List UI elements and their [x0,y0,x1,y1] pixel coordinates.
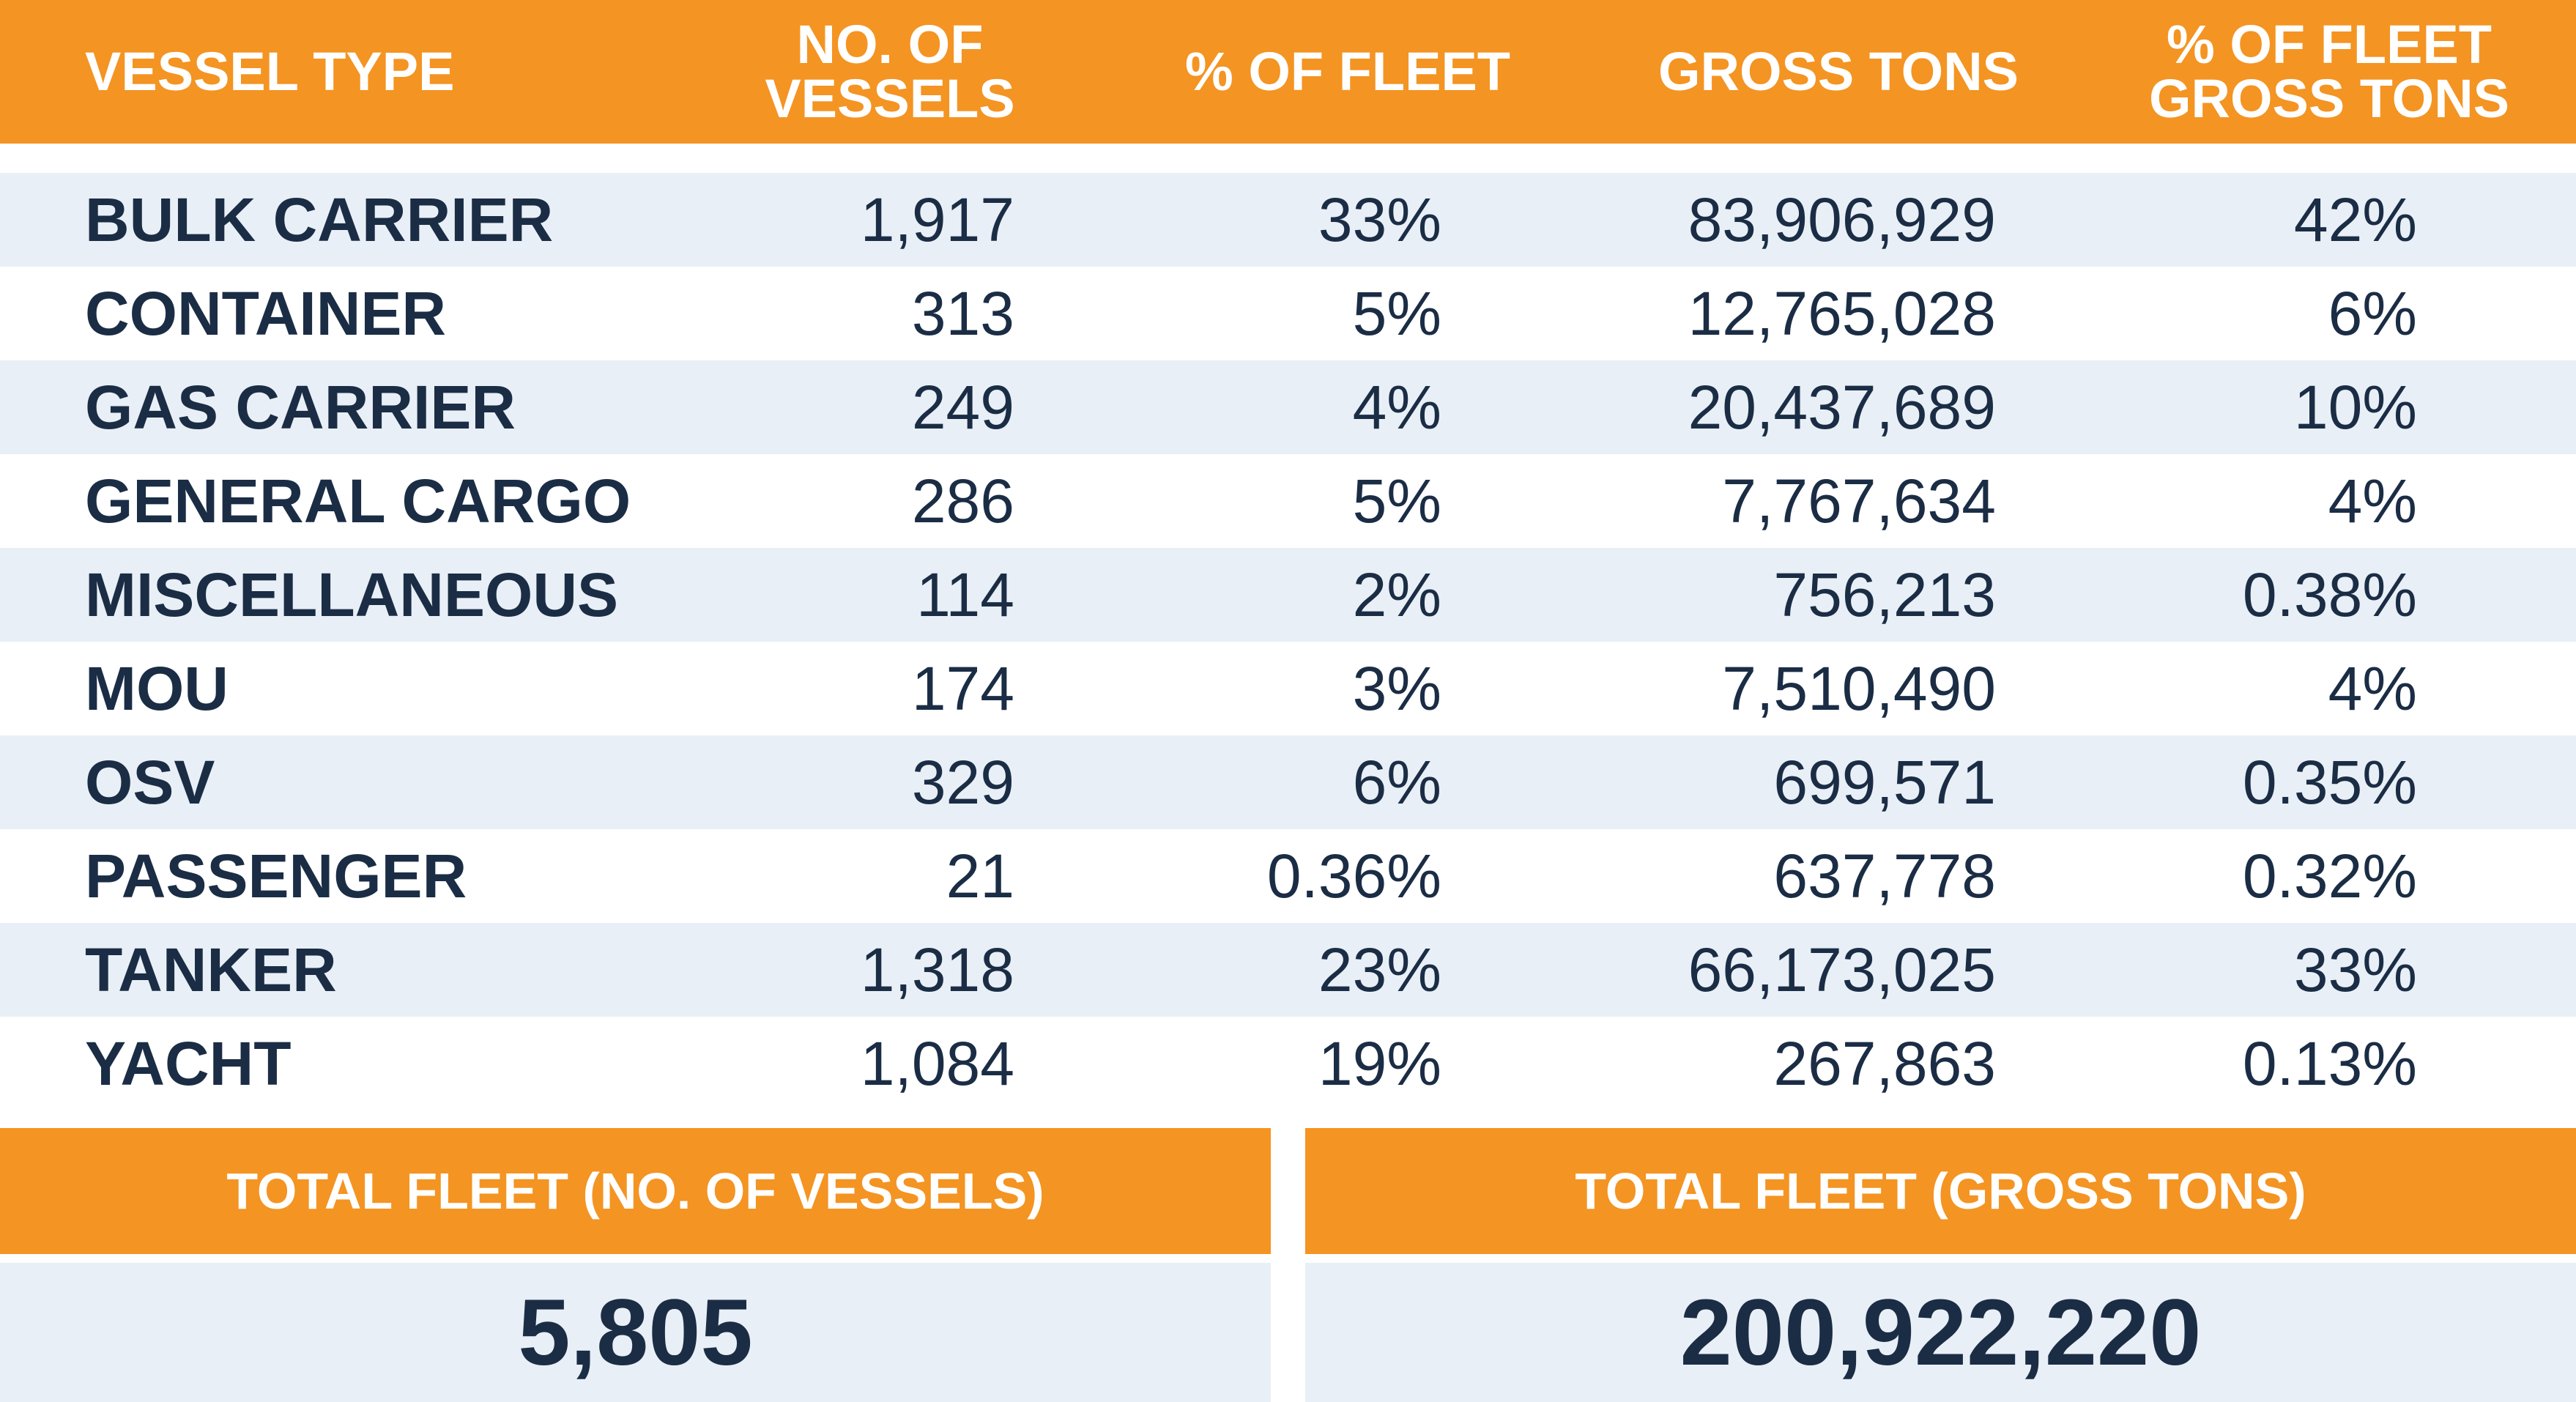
column-header-pct-of-fleet: % OF FLEET [1185,41,1510,102]
gross-tons-cell: 267,863 [1773,1029,1996,1098]
fleet-percent-cell: 5% [1352,467,1441,535]
vessel-type-cell: OSV [85,748,215,817]
gross-tons-cell: 637,778 [1773,842,1996,910]
vessel-type-cell: CONTAINER [85,279,447,348]
vessel-count-cell: 114 [916,560,1014,629]
table-row: YACHT 1,084 19% 267,863 0.13% [0,1017,2576,1110]
table-header: VESSEL TYPE NO. OF VESSELS % OF FLEET GR… [0,0,2576,144]
vessel-type-cell: BULK CARRIER [85,185,554,254]
gross-tons-cell: 20,437,689 [1688,373,1996,442]
table-body: BULK CARRIER 1,917 33% 83,906,929 42% CONTAIN… [0,173,2576,1110]
vessel-count-cell: 1,084 [860,1029,1014,1098]
total-vessels-value: 5,805 [0,1263,1271,1402]
gross-tons-percent-cell: 6% [2328,279,2417,348]
table-row: BULK CARRIER 1,917 33% 83,906,929 42% [0,173,2576,267]
column-header-no-of-vessels: NO. OF VESSELS [765,14,1015,129]
table-row: MISCELLANEOUS 114 2% 756,213 0.38% [0,548,2576,642]
vessel-count-cell: 21 [946,842,1014,910]
vessel-type-cell: YACHT [85,1029,292,1098]
vessel-type-cell: MISCELLANEOUS [85,560,619,629]
fleet-percent-cell: 5% [1352,279,1441,348]
column-header-vessel-type: VESSEL TYPE [85,41,455,102]
vessel-count-cell: 249 [911,373,1014,442]
fleet-percent-cell: 23% [1318,935,1441,1004]
column-header-gross-tons: GROSS TONS [1658,41,2019,102]
total-gross-tons-value: 200,922,220 [1305,1263,2576,1402]
gross-tons-percent-cell: 33% [2293,935,2417,1004]
total-gross-tons-label: TOTAL FLEET (GROSS TONS) [1305,1128,2576,1254]
gross-tons-cell: 7,510,490 [1722,654,1996,723]
gross-tons-percent-cell: 0.35% [2242,748,2417,817]
vessel-count-cell: 174 [911,654,1014,723]
gross-tons-percent-cell: 0.38% [2242,560,2417,629]
gross-tons-cell: 756,213 [1773,560,1996,629]
gross-tons-percent-cell: 10% [2293,373,2417,442]
table-row: OSV 329 6% 699,571 0.35% [0,735,2576,829]
vessel-count-cell: 313 [911,279,1014,348]
vessel-count-cell: 1,318 [860,935,1014,1004]
table-row: TANKER 1,318 23% 66,173,025 33% [0,923,2576,1017]
fleet-percent-cell: 19% [1318,1029,1441,1098]
gross-tons-cell: 66,173,025 [1688,935,1996,1004]
fleet-percent-cell: 0.36% [1266,842,1441,910]
vessel-type-cell: GAS CARRIER [85,373,516,442]
gross-tons-percent-cell: 4% [2328,467,2417,535]
vessel-type-cell: MOU [85,654,229,723]
gross-tons-cell: 83,906,929 [1688,185,1996,254]
vessel-count-cell: 286 [911,467,1014,535]
gross-tons-cell: 12,765,028 [1688,279,1996,348]
gross-tons-percent-cell: 0.32% [2242,842,2417,910]
fleet-percent-cell: 6% [1352,748,1441,817]
table-row: GENERAL CARGO 286 5% 7,767,634 4% [0,454,2576,548]
total-vessels-label: TOTAL FLEET (NO. OF VESSELS) [0,1128,1271,1254]
gross-tons-percent-cell: 4% [2328,654,2417,723]
gross-tons-cell: 7,767,634 [1722,467,1996,535]
gross-tons-percent-cell: 42% [2293,185,2417,254]
table-row: CONTAINER 313 5% 12,765,028 6% [0,267,2576,360]
vessel-type-cell: TANKER [85,935,337,1004]
vessel-count-cell: 1,917 [860,185,1014,254]
vessel-type-cell: GENERAL CARGO [85,467,631,535]
gross-tons-cell: 699,571 [1773,748,1996,817]
fleet-percent-cell: 33% [1318,185,1441,254]
table-row: GAS CARRIER 249 4% 20,437,689 10% [0,360,2576,454]
vessel-count-cell: 329 [911,748,1014,817]
fleet-percent-cell: 4% [1352,373,1441,442]
table-row: PASSENGER 21 0.36% 637,778 0.32% [0,829,2576,923]
vessel-type-cell: PASSENGER [85,842,467,910]
gross-tons-percent-cell: 0.13% [2242,1029,2417,1098]
fleet-percent-cell: 3% [1352,654,1441,723]
column-header-pct-fleet-gross-tons: % OF FLEET GROSS TONS [2148,14,2510,129]
fleet-percent-cell: 2% [1352,560,1441,629]
table-row: MOU 174 3% 7,510,490 4% [0,642,2576,735]
